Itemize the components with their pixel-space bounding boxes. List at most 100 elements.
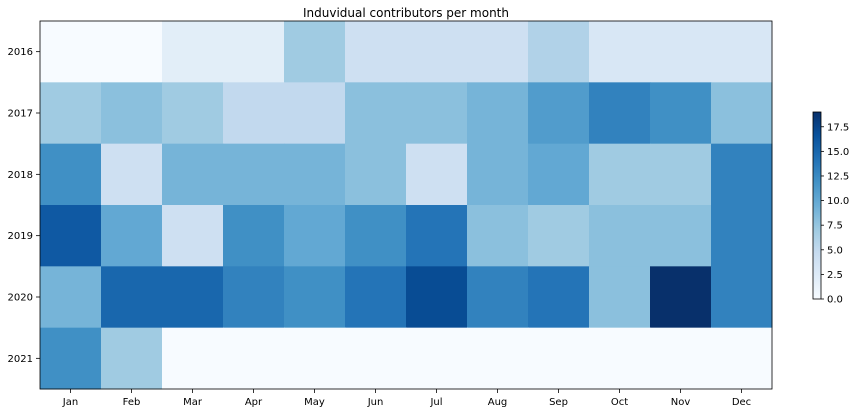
- heatmap-cell: [101, 82, 163, 145]
- heatmap-cell: [223, 143, 285, 206]
- heatmap-cell: [650, 143, 712, 206]
- heatmap-cell: [223, 205, 285, 267]
- heatmap-cell: [40, 205, 102, 267]
- heatmap-cell: [40, 327, 102, 390]
- colorbar-tick-label: 17.5: [827, 122, 849, 133]
- colorbar-tick-label: 10.0: [827, 196, 849, 207]
- x-tick-label: Aug: [488, 397, 508, 408]
- heatmap-cell: [589, 143, 651, 206]
- heatmap-cell: [40, 21, 102, 83]
- heatmap-cell: [711, 21, 773, 83]
- heatmap-cell: [223, 82, 285, 145]
- heatmap-cell: [345, 21, 407, 83]
- heatmap-cell: [40, 266, 102, 329]
- heatmap-cell: [223, 327, 285, 390]
- heatmap-cell: [589, 327, 651, 390]
- colorbar-tick-label: 5.0: [827, 245, 843, 256]
- heatmap-cell: [711, 327, 773, 390]
- heatmap-cell: [711, 205, 773, 267]
- heatmap-cell: [528, 82, 590, 145]
- colorbar-gradient: [812, 111, 822, 300]
- heatmap-cell: [467, 82, 529, 145]
- heatmap-cell: [406, 205, 468, 267]
- heatmap-cell: [162, 82, 224, 145]
- heatmap-cell: [650, 82, 712, 145]
- y-tick-label: 2021: [8, 354, 33, 365]
- colorbar-tick-label: 15.0: [827, 147, 849, 158]
- y-tick-label: 2016: [8, 47, 33, 58]
- heatmap-cell: [345, 327, 407, 390]
- heatmap-cell: [650, 21, 712, 83]
- x-tick-label: Jul: [429, 397, 442, 408]
- heatmap-cell: [101, 327, 163, 390]
- heatmap-cell: [406, 266, 468, 329]
- heatmap-cell: [345, 82, 407, 145]
- heatmap-cell: [284, 266, 346, 329]
- heatmap-cell: [101, 266, 163, 329]
- heatmap-cell: [467, 21, 529, 83]
- heatmap-cell: [528, 143, 590, 206]
- heatmap-cell: [589, 266, 651, 329]
- heatmap-cell: [528, 21, 590, 83]
- heatmap-cell: [284, 21, 346, 83]
- heatmap-cell: [345, 205, 407, 267]
- heatmap-cell: [40, 143, 102, 206]
- x-axis-ticks: Jan Feb Mar Apr May Jun Jul Aug Sep Oct Nov Dec: [62, 389, 751, 408]
- heatmap-cell: [406, 21, 468, 83]
- heatmap-cell: [711, 82, 773, 145]
- y-tick-label: 2017: [8, 109, 33, 120]
- heatmap-cell: [162, 327, 224, 390]
- heatmap-cell: [40, 82, 102, 145]
- heatmap-cell: [406, 143, 468, 206]
- heatmap-cell: [101, 21, 163, 83]
- heatmap-cell: [284, 205, 346, 267]
- heatmap-cell: [284, 82, 346, 145]
- heatmap-cells: [40, 21, 773, 390]
- chart-title: Induvidual contributors per month: [303, 6, 509, 20]
- y-axis-ticks: 2016 2017 2018 2019 2020 2021: [8, 47, 40, 365]
- heatmap-cell: [467, 327, 529, 390]
- heatmap-cell: [162, 205, 224, 267]
- heatmap-cell: [162, 266, 224, 329]
- heatmap-cell: [467, 266, 529, 329]
- x-tick-label: May: [304, 397, 325, 408]
- heatmap-cell: [650, 327, 712, 390]
- plot-frame: [39, 20, 773, 390]
- heatmap-cell: [406, 82, 468, 145]
- heatmap-cell: [101, 205, 163, 267]
- heatmap-cell: [345, 143, 407, 206]
- heatmap-cell: [162, 143, 224, 206]
- y-tick-label: 2020: [8, 293, 33, 304]
- heatmap-cell: [467, 143, 529, 206]
- x-tick-label: Nov: [671, 397, 691, 408]
- x-tick-label: Feb: [123, 397, 141, 408]
- heatmap-cell: [406, 327, 468, 390]
- y-tick-label: 2018: [8, 170, 33, 181]
- heatmap-cell: [345, 266, 407, 329]
- heatmap-cell: [284, 327, 346, 390]
- colorbar-tick-label: 7.5: [827, 221, 843, 232]
- heatmap-cell: [162, 21, 224, 83]
- x-tick-label: Apr: [245, 397, 263, 408]
- x-tick-label: Jun: [367, 397, 384, 408]
- colorbar-tick-label: 12.5: [827, 171, 849, 182]
- colorbar-tick-label: 2.5: [827, 270, 843, 281]
- heatmap-cell: [528, 327, 590, 390]
- x-tick-label: Dec: [732, 397, 751, 408]
- x-tick-label: Mar: [183, 397, 203, 408]
- heatmap-cell: [711, 143, 773, 206]
- heatmap-cell: [650, 266, 712, 329]
- heatmap-cell: [650, 205, 712, 267]
- heatmap-cell: [528, 205, 590, 267]
- heatmap-cell: [528, 266, 590, 329]
- heatmap-cell: [589, 21, 651, 83]
- colorbar: 0.0 2.5 5.0 7.5 10.0 12.5 15.0 17.5: [812, 111, 849, 306]
- heatmap-cell: [467, 205, 529, 267]
- heatmap-cell: [589, 82, 651, 145]
- heatmap-cell: [284, 143, 346, 206]
- heatmap-cell: [101, 143, 163, 206]
- colorbar-tick-label: 0.0: [827, 295, 843, 306]
- x-tick-label: Oct: [611, 397, 628, 408]
- x-tick-label: Sep: [549, 397, 568, 408]
